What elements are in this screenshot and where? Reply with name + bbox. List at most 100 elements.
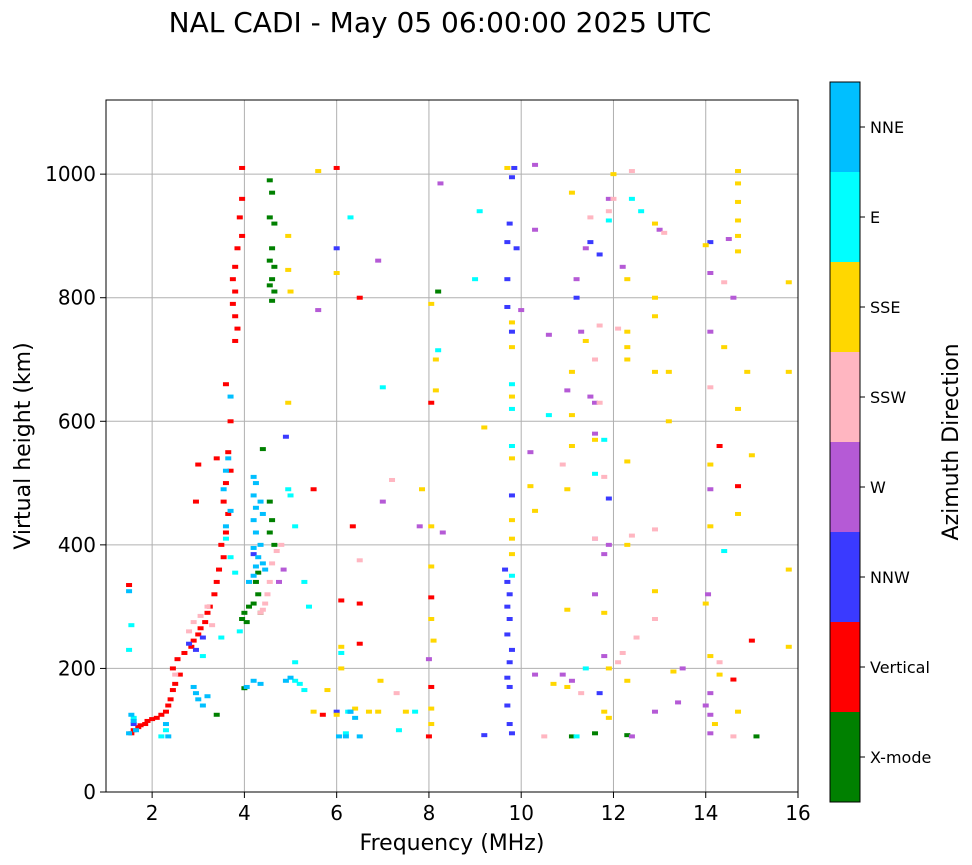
data-point-sse (402, 709, 409, 714)
data-point-sse (785, 567, 792, 572)
data-point-ssw (278, 542, 285, 547)
data-point-sse (651, 221, 658, 226)
data-point-vertical (197, 626, 204, 631)
data-point-w (707, 487, 714, 492)
data-point-nnw (504, 604, 511, 609)
data-point-nne (192, 691, 199, 696)
data-point-x-mode (269, 518, 276, 523)
data-point-w (601, 552, 608, 557)
data-point-nne (165, 734, 172, 739)
data-point-vertical (239, 165, 246, 170)
data-point-ssw (601, 474, 608, 479)
data-point-w (379, 499, 386, 504)
data-point-sse (504, 165, 511, 170)
data-point-ssw (661, 230, 668, 235)
data-point-e (628, 196, 635, 201)
data-point-x-mode (269, 190, 276, 195)
data-point-ssw (393, 691, 400, 696)
data-point-vertical (144, 718, 151, 723)
data-point-sse (624, 329, 631, 334)
data-point-sse (333, 271, 340, 275)
data-point-w (573, 277, 580, 282)
data-point-vertical (229, 301, 236, 306)
x-tick-label: 12 (601, 801, 626, 825)
data-point-ssw (273, 549, 280, 554)
data-point-ssw (186, 629, 193, 634)
data-point-nnw (511, 165, 518, 170)
y-tick-label: 0 (83, 780, 96, 804)
data-point-sse (624, 459, 631, 464)
data-point-vertical (232, 289, 239, 294)
data-point-x-mode (269, 298, 276, 303)
data-point-sse (735, 249, 742, 254)
data-point-nnw (508, 175, 515, 180)
data-point-sse (707, 654, 714, 659)
data-point-nne (257, 499, 264, 504)
x-tick-label: 6 (330, 801, 343, 825)
data-point-sse (550, 681, 557, 686)
data-point-w (276, 579, 282, 584)
data-point-vertical (176, 672, 183, 677)
data-point-sse (711, 722, 718, 727)
data-point-sse (735, 218, 742, 223)
data-point-w (707, 329, 714, 334)
data-point-e (435, 348, 442, 353)
data-point-nne (190, 684, 197, 689)
data-point-sse (285, 233, 292, 238)
data-point-nnw (506, 592, 513, 597)
data-point-w (315, 308, 322, 313)
data-point-ssw (628, 533, 635, 538)
data-point-nnw (587, 240, 594, 245)
data-point-sse (605, 715, 612, 720)
data-point-vertical (213, 579, 220, 584)
data-point-sse (651, 369, 658, 374)
data-point-ssw (559, 462, 566, 467)
data-point-w (675, 700, 682, 705)
data-point-ssw (197, 613, 204, 618)
data-point-sse (707, 524, 714, 529)
data-point-ssw (707, 385, 714, 390)
data-point-e (573, 734, 580, 739)
data-point-ssw (264, 592, 271, 597)
data-point-sse (428, 617, 435, 621)
data-point-x-mode (568, 734, 575, 739)
plot-frame (105, 99, 799, 793)
data-point-sse (665, 369, 672, 374)
data-point-x-mode (592, 731, 599, 736)
data-point-x-mode (213, 712, 220, 717)
data-point-vertical (169, 666, 176, 671)
data-point-nne (130, 718, 137, 723)
data-point-e (292, 524, 299, 529)
data-point-vertical (149, 717, 156, 722)
data-point-ssw (633, 635, 640, 640)
data-point-nnw (508, 329, 515, 334)
data-point-vertical (227, 468, 234, 473)
data-point-ssw (190, 620, 197, 625)
data-point-ssw (204, 604, 211, 609)
colorbar-segment (830, 262, 860, 352)
data-point-nne (204, 694, 211, 699)
data-point-vertical (319, 712, 326, 717)
data-point-vertical (229, 277, 236, 282)
data-point-vertical (356, 295, 363, 300)
x-tick-label: 10 (508, 801, 533, 825)
data-point-nne (287, 675, 294, 680)
data-point-vertical (211, 592, 218, 597)
data-point-nne (262, 567, 269, 572)
data-point-sse (735, 199, 742, 204)
data-point-e (232, 570, 239, 575)
data-point-nnw (130, 722, 137, 727)
x-tick-label: 14 (693, 801, 718, 825)
data-point-sse (338, 644, 345, 649)
data-point-vertical (204, 610, 211, 615)
data-point-ssw (578, 691, 585, 696)
data-point-sse (287, 289, 294, 294)
data-point-w (725, 237, 732, 242)
data-point-sse (785, 644, 792, 649)
data-point-sse (735, 406, 742, 411)
data-point-sse (324, 688, 331, 693)
data-point-sse (315, 169, 322, 174)
data-point-sse (568, 190, 575, 195)
data-point-x-mode (271, 221, 278, 226)
data-point-vertical (239, 233, 246, 238)
